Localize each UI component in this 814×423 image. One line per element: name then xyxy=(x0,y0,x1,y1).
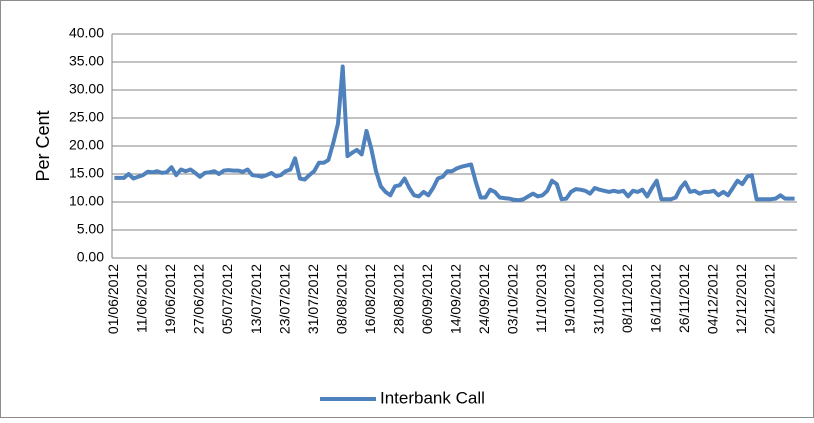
x-tick-label: 31/10/2012 xyxy=(590,264,606,334)
y-tick-label: 25.00 xyxy=(69,109,104,125)
y-tick-label: 30.00 xyxy=(69,81,104,97)
y-tick-label: 40.00 xyxy=(69,25,104,41)
x-tick-label: 04/12/2012 xyxy=(704,264,720,334)
x-tick-label: 27/06/2012 xyxy=(191,264,207,334)
x-tick-label: 20/12/2012 xyxy=(762,264,778,334)
x-tick-label: 11/06/2012 xyxy=(134,264,150,333)
x-tick-label: 24/09/2012 xyxy=(476,264,492,334)
x-tick-label: 19/10/2012 xyxy=(562,264,578,334)
x-tick-label: 16/08/2012 xyxy=(362,264,378,334)
x-tick-label: 26/11/2012 xyxy=(676,264,692,333)
x-tick-label: 08/08/2012 xyxy=(333,264,349,334)
x-tick-label: 12/12/2012 xyxy=(733,264,749,334)
x-tick-label: 01/06/2012 xyxy=(105,264,121,334)
y-axis-label: Per Cent xyxy=(33,110,53,181)
y-tick-label: 20.00 xyxy=(69,137,104,153)
x-tick-label: 23/07/2012 xyxy=(276,264,292,334)
x-tick-label: 28/08/2012 xyxy=(390,264,406,334)
y-tick-label: 5.00 xyxy=(77,221,104,237)
legend-label: Interbank Call xyxy=(380,388,485,407)
x-tick-label: 13/07/2012 xyxy=(248,264,264,334)
x-tick-label: 11/10/2013 xyxy=(533,264,549,333)
x-tick-label: 06/09/2012 xyxy=(419,264,435,334)
x-tick-label: 14/09/2012 xyxy=(448,264,464,334)
x-tick-label: 03/10/2012 xyxy=(505,264,521,334)
y-tick-label: 0.00 xyxy=(77,249,104,265)
x-tick-label: 08/11/2012 xyxy=(619,264,635,333)
x-tick-label: 31/07/2012 xyxy=(305,264,321,334)
x-tick-label: 05/07/2012 xyxy=(219,264,235,334)
y-tick-label: 15.00 xyxy=(69,165,104,181)
x-tick-label: 16/11/2012 xyxy=(647,264,663,333)
y-tick-label: 10.00 xyxy=(69,193,104,209)
data-line xyxy=(114,64,795,203)
x-tick-label: 19/06/2012 xyxy=(162,264,178,334)
y-tick-label: 35.00 xyxy=(69,53,104,69)
